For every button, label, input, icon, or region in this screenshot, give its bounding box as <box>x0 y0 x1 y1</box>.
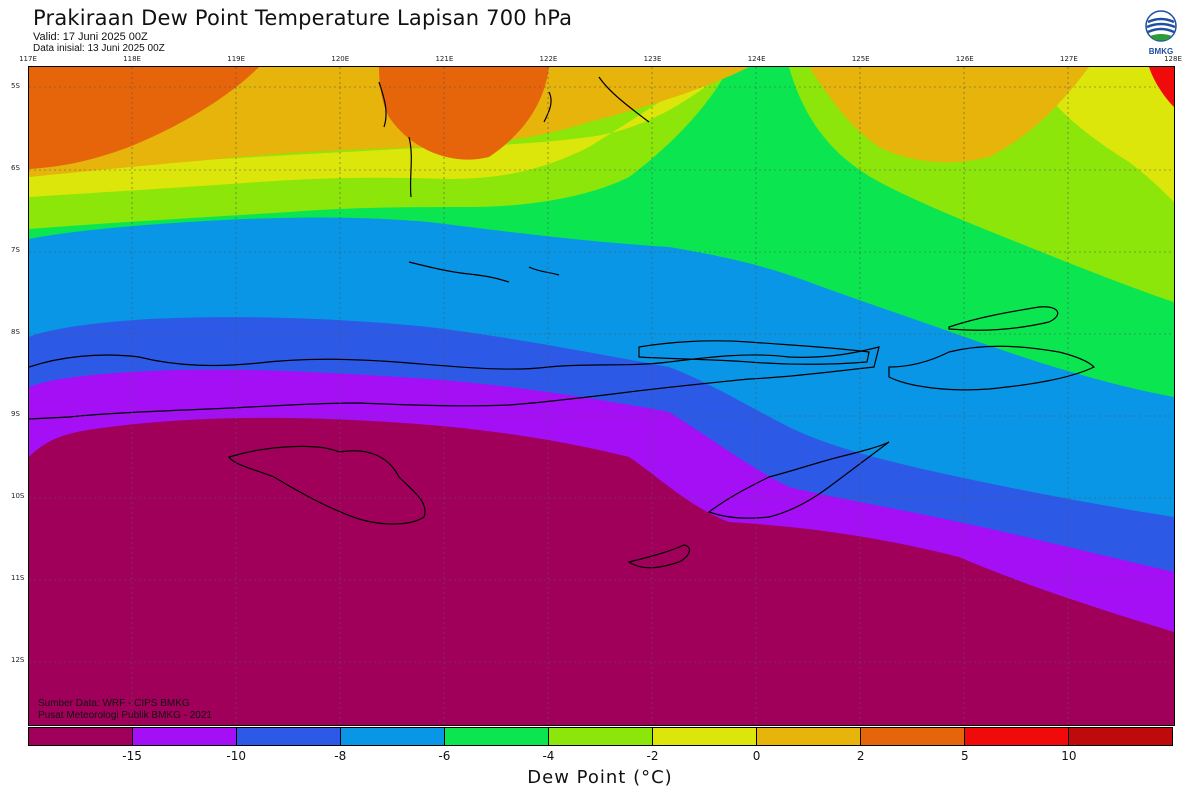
colorbar-tick-label: 5 <box>960 749 969 763</box>
lon-label: 119E <box>227 55 246 63</box>
lat-label: 10S <box>11 492 25 500</box>
band-5-to-10 <box>1149 67 1174 107</box>
colorbar-tick-label: 10 <box>1061 749 1077 763</box>
colorbar-tick-label: 0 <box>752 749 761 763</box>
lat-label: 7S <box>11 246 20 254</box>
colorbar-swatch <box>757 728 861 745</box>
colorbar-tick-label: -6 <box>438 749 451 763</box>
lon-label: 122E <box>539 55 558 63</box>
colorbar-swatch <box>29 728 133 745</box>
lat-label: 6S <box>11 164 20 172</box>
colorbar-tick-label: -4 <box>542 749 555 763</box>
colorbar-swatch <box>653 728 757 745</box>
colorbar-tick-label: -2 <box>646 749 659 763</box>
colorbar-title: Dew Point (°C) <box>527 767 673 788</box>
lon-label: 118E <box>123 55 141 63</box>
colorbar-swatch <box>237 728 341 745</box>
lat-label: 11S <box>11 574 25 582</box>
lat-label: 9S <box>11 410 20 418</box>
publisher-credit: Pusat Meteorologi Publik BMKG - 2021 <box>38 710 212 721</box>
colorbar-tick-label: -8 <box>334 749 347 763</box>
lon-label: 127E <box>1060 55 1078 63</box>
lat-lon-gridlines <box>29 67 1174 725</box>
lat-label: 8S <box>11 328 20 336</box>
colorbar-swatch <box>549 728 653 745</box>
data-source-credit: Sumber Data: WRF - CIPS BMKG <box>38 698 190 709</box>
lat-label: 5S <box>11 82 20 90</box>
band-2-to-5-north <box>379 67 549 160</box>
lon-label: 123E <box>643 55 662 63</box>
lat-label: 12S <box>11 656 25 664</box>
dew-point-map <box>28 66 1175 726</box>
colorbar-tick-label: -15 <box>122 749 142 763</box>
initial-time: Data inisial: 13 Juni 2025 00Z <box>33 43 165 54</box>
colorbar-swatch <box>445 728 549 745</box>
lon-label: 121E <box>435 55 454 63</box>
colorbar-swatch <box>341 728 445 745</box>
lon-label: 124E <box>747 55 766 63</box>
colorbar-tick-label: -10 <box>226 749 246 763</box>
band-minus2-to-0 <box>29 67 1174 202</box>
colorbar-swatch <box>1069 728 1172 745</box>
band-0-to-2-east <box>809 67 1089 163</box>
bmkg-logo-icon: BMKG <box>1143 10 1179 56</box>
logo-text: BMKG <box>1149 47 1173 56</box>
lon-label: 128E <box>1164 55 1182 63</box>
coastlines <box>29 76 1096 569</box>
band-2-to-5 <box>29 67 259 169</box>
lon-label: 120E <box>331 55 350 63</box>
colorbar-swatch <box>861 728 965 745</box>
lon-label: 117E <box>19 55 37 63</box>
colorbar-swatch <box>133 728 237 745</box>
colorbar <box>28 727 1173 746</box>
map-title: Prakiraan Dew Point Temperature Lapisan … <box>33 6 573 30</box>
lon-label: 126E <box>955 55 974 63</box>
colorbar-tick-label: 2 <box>856 749 865 763</box>
colorbar-swatch <box>965 728 1069 745</box>
valid-time: Valid: 17 Juni 2025 00Z <box>33 31 148 43</box>
lon-label: 125E <box>851 55 870 63</box>
